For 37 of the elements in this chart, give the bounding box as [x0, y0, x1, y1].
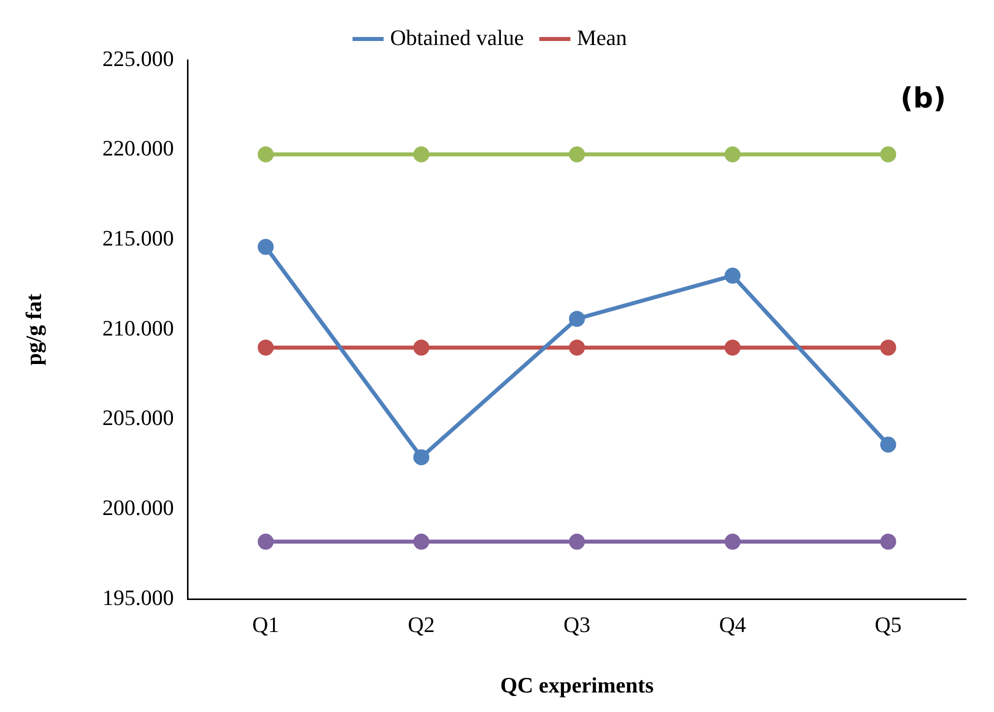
point	[413, 534, 430, 550]
point	[258, 534, 274, 550]
x-tick-label: Q4	[719, 612, 746, 638]
legend-label: Mean	[576, 24, 627, 50]
y-tick-label: 215.000	[102, 226, 174, 251]
point	[724, 534, 741, 550]
point	[258, 238, 274, 255]
y-axis-title: pg/g fat	[20, 293, 46, 366]
point	[258, 146, 274, 162]
x-tick-label: Q1	[252, 612, 280, 638]
y-tick-label: 220.000	[102, 136, 174, 161]
point	[724, 340, 741, 356]
x-tick-label: Q3	[564, 612, 590, 638]
point	[568, 534, 585, 550]
x-axis-title: QC experiments	[500, 672, 654, 698]
point	[413, 340, 430, 356]
point	[413, 146, 430, 162]
x-tick-label: Q2	[408, 612, 435, 638]
y-tick-label: 205.000	[102, 405, 174, 430]
y-tick-label: 225.000	[102, 46, 174, 71]
y-tick-label: 210.000	[102, 315, 174, 340]
annotation: (b)	[900, 81, 946, 114]
point	[568, 310, 585, 327]
point	[880, 534, 896, 550]
point	[880, 436, 896, 453]
point	[880, 340, 896, 356]
point	[880, 146, 896, 162]
point	[258, 340, 274, 356]
y-tick-label: 200.000	[102, 495, 174, 520]
legend-label: Obtained value	[390, 24, 524, 50]
point	[724, 146, 741, 162]
point	[413, 449, 430, 466]
point	[568, 340, 585, 356]
point	[724, 268, 741, 284]
point	[568, 146, 585, 162]
x-tick-label: Q5	[874, 612, 902, 638]
y-tick-label: 195.000	[102, 584, 174, 610]
